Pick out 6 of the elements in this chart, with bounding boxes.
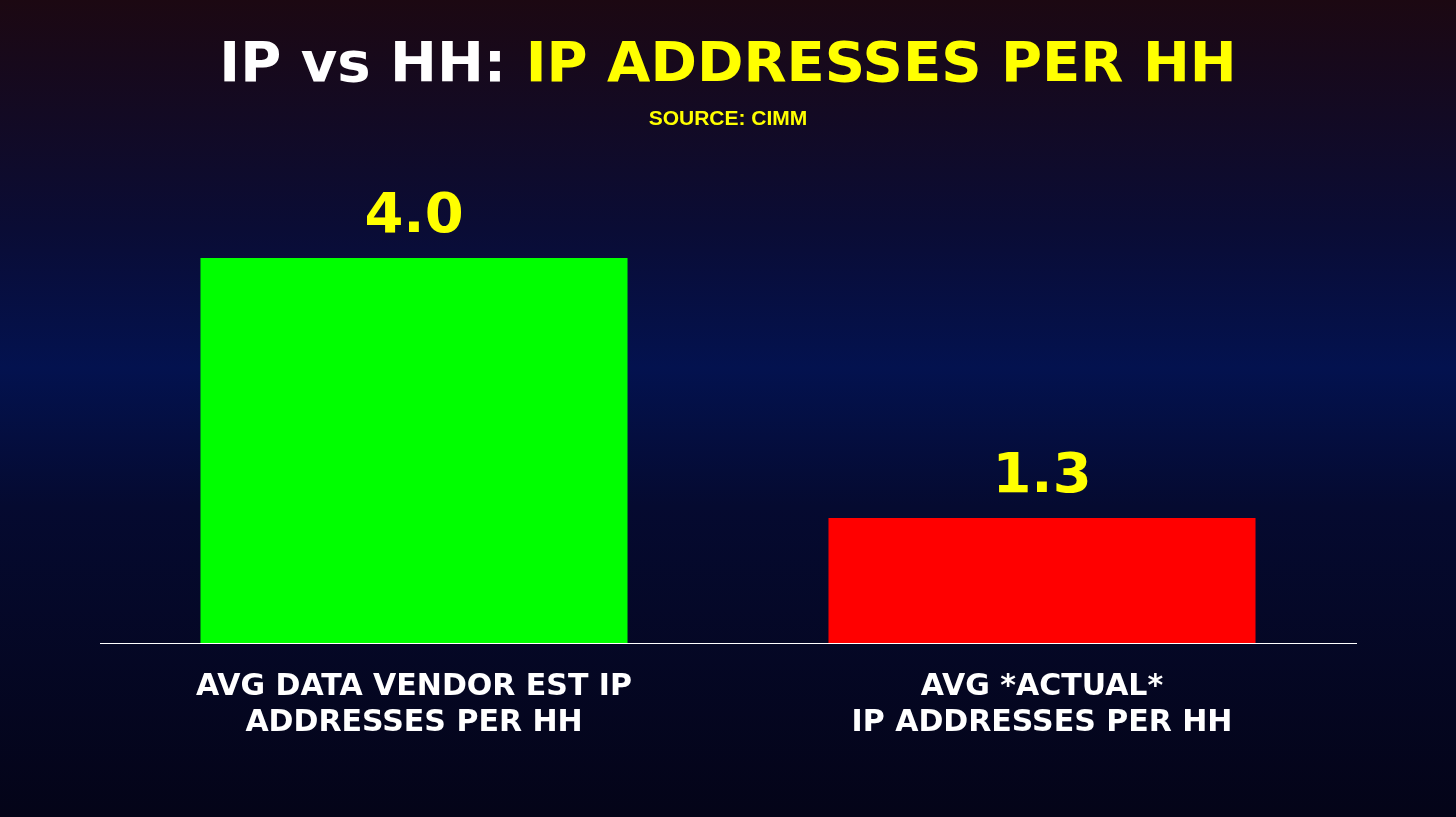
data-label: 1.3 [992, 439, 1092, 505]
chart-title: IP vs HH: IP ADDRESSES PER HH [219, 29, 1237, 94]
data-label: 4.0 [364, 180, 464, 245]
source-note: SOURCE: CIMM [647, 105, 809, 131]
x-tick-label: AVG *ACTUAL* IP ADDRESSES PER HH [851, 666, 1233, 738]
x-tick-label: AVG DATA VENDOR EST IP ADDRESSES PER HH [196, 666, 632, 738]
